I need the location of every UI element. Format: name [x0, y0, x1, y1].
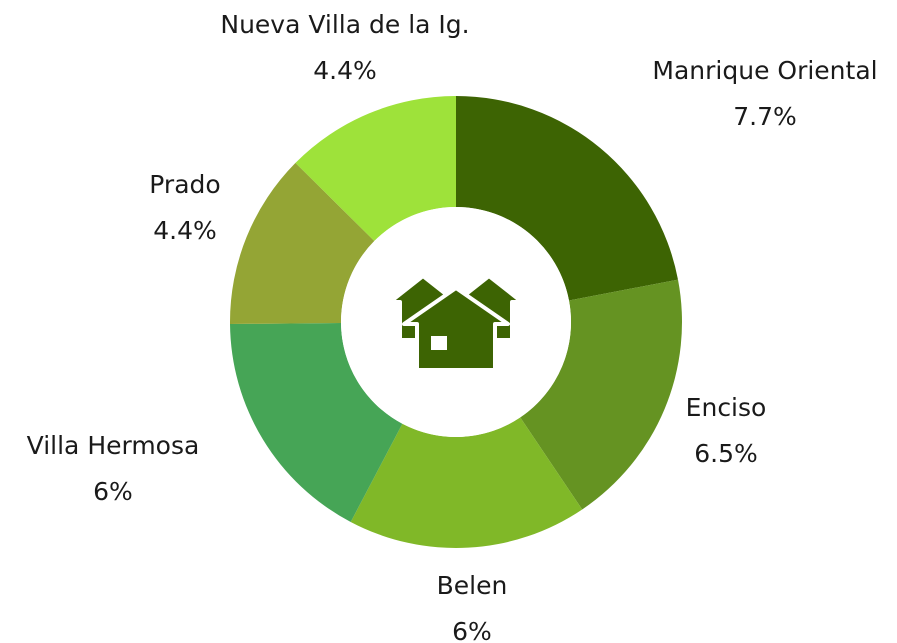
- slice: [230, 323, 403, 522]
- slices: [230, 95, 683, 548]
- slice: [456, 96, 678, 301]
- slice-label: Belen: [437, 571, 508, 600]
- slice: [350, 417, 583, 548]
- house-icon: [388, 274, 524, 372]
- slice-value-label: 6%: [93, 477, 133, 506]
- slice-value-label: 6%: [452, 617, 492, 643]
- slice-label: Manrique Oriental: [652, 56, 877, 85]
- slice-value-label: 4.4%: [153, 216, 217, 245]
- slice-value-label: 4.4%: [313, 56, 377, 85]
- slice: [295, 95, 456, 242]
- slice-label: Villa Hermosa: [27, 431, 200, 460]
- slice-label: Prado: [149, 170, 220, 199]
- slice-value-label: 7.7%: [733, 102, 797, 131]
- slice: [230, 162, 375, 325]
- slice-label: Nueva Villa de la Ig.: [220, 10, 469, 39]
- slice: [520, 279, 683, 510]
- slice-label: Enciso: [686, 393, 767, 422]
- slice-value-label: 6.5%: [694, 439, 758, 468]
